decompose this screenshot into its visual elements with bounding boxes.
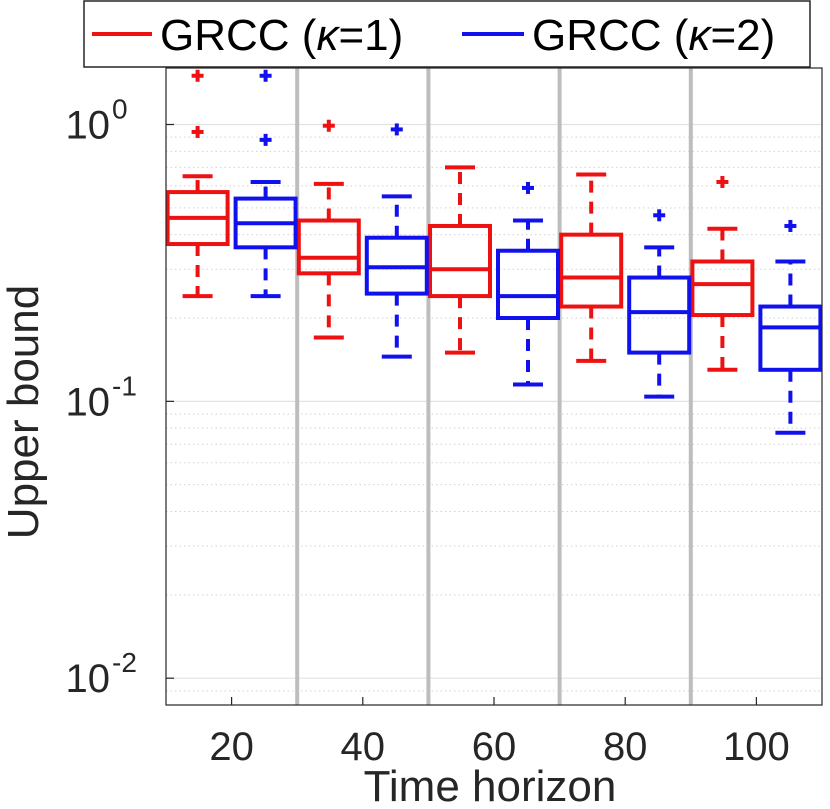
- box-group: [428, 165, 492, 355]
- outlier-marker: [716, 175, 729, 188]
- box-group: [233, 69, 298, 299]
- box-group: [690, 175, 755, 372]
- box-iqr: [496, 248, 560, 321]
- box-group: [559, 172, 624, 363]
- legend-label-grcc-k2-kappa: κ: [688, 11, 712, 60]
- plot-frame: [165, 67, 823, 706]
- x-tick-label: 100: [723, 725, 790, 769]
- legend-box: [83, 0, 811, 68]
- x-tick-label: 40: [341, 725, 386, 769]
- box-group: [165, 69, 230, 299]
- y-tick-label: 10: [66, 380, 111, 424]
- outlier-marker: [259, 133, 272, 146]
- legend-label-grcc-k1-rest: =1): [338, 11, 403, 60]
- box-iqr: [758, 304, 823, 372]
- legend-label-grcc-k1-kappa: κ: [316, 11, 340, 60]
- grid-layer: [166, 123, 822, 706]
- box-group: [758, 219, 823, 435]
- outlier-marker: [522, 181, 534, 194]
- legend-label-grcc-k2-base: GRCC (: [532, 11, 689, 60]
- box-group: [496, 181, 560, 387]
- x-tick-label: 20: [209, 725, 254, 769]
- group-separators: [295, 68, 693, 705]
- outlier-marker: [390, 123, 403, 136]
- legend: GRCC (κ=1) GRCC (κ=2): [83, 0, 811, 68]
- y-tick-exponent: -2: [112, 647, 137, 678]
- y-tick-label: 10: [66, 104, 111, 148]
- x-tick-label: 80: [603, 725, 648, 769]
- box-iqr: [627, 275, 692, 355]
- x-axis-ticks: 20 40 60 80 100: [209, 697, 790, 769]
- outlier-marker: [653, 209, 666, 222]
- legend-label-grcc-k2: GRCC (κ=2): [532, 11, 775, 60]
- box-group: [296, 119, 361, 340]
- box-group: [364, 123, 429, 359]
- outlier-marker: [322, 119, 335, 132]
- y-tick-exponent: -1: [112, 370, 137, 401]
- legend-label-grcc-k2-rest: =2): [710, 11, 775, 60]
- outlier-marker: [784, 219, 797, 232]
- y-tick-label: 10: [66, 657, 111, 701]
- legend-label-grcc-k1: GRCC (κ=1): [160, 11, 403, 60]
- box-layer: [165, 69, 823, 435]
- x-tick-label: 60: [472, 725, 517, 769]
- box-group: [627, 209, 692, 399]
- y-axis-title: Upper bound: [0, 285, 48, 539]
- legend-label-grcc-k1-base: GRCC (: [160, 11, 317, 60]
- box-iqr: [690, 259, 755, 318]
- box-iqr: [296, 218, 361, 276]
- outlier-marker: [191, 125, 204, 138]
- y-tick-exponent: 0: [112, 94, 128, 125]
- box-iqr: [559, 232, 624, 309]
- outlier-marker: [259, 69, 272, 82]
- box-iqr: [428, 223, 492, 299]
- x-axis-title: Time horizon: [364, 762, 617, 809]
- outlier-marker: [191, 69, 204, 82]
